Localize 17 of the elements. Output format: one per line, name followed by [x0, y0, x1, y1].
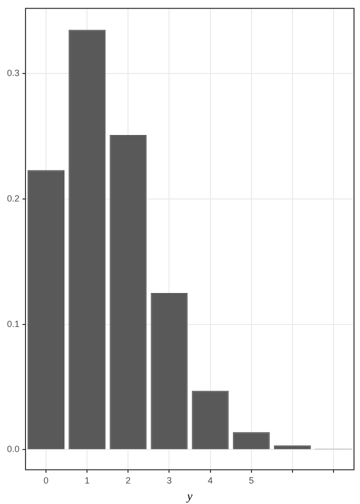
bar: [68, 30, 106, 450]
x-axis-title: y: [186, 488, 194, 503]
x-tick-label: 5: [248, 476, 254, 486]
bar: [28, 170, 65, 450]
y-tick-label: 0.0: [6, 444, 20, 454]
x-tick-label: 4: [208, 476, 213, 486]
x-tick-label: 2: [126, 476, 131, 486]
bar: [232, 432, 270, 450]
bar: [150, 293, 188, 450]
y-tick-label: 0.1: [6, 318, 20, 329]
x-tick-label: 1: [84, 476, 90, 486]
y-tick-label: 0.3: [6, 68, 20, 78]
bar: [192, 390, 229, 450]
y-tick-label: 0.2: [6, 193, 20, 204]
x-tick-label: 3: [166, 476, 172, 486]
x-tick-label: 0: [44, 476, 49, 486]
bar: [110, 135, 147, 450]
